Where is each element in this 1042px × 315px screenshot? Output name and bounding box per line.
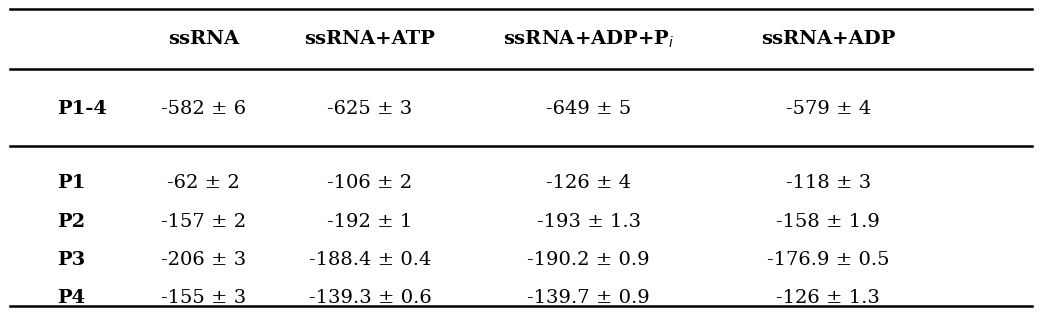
Text: -206 ± 3: -206 ± 3 [160,251,246,269]
Text: -126 ± 1.3: -126 ± 1.3 [776,289,880,307]
Text: P4: P4 [57,289,85,307]
Text: -118 ± 3: -118 ± 3 [786,174,871,192]
Text: -157 ± 2: -157 ± 2 [160,213,246,231]
Text: -62 ± 2: -62 ± 2 [167,174,240,192]
Text: ssRNA+ADP: ssRNA+ADP [762,30,895,49]
Text: -625 ± 3: -625 ± 3 [327,100,413,118]
Text: -176.9 ± 0.5: -176.9 ± 0.5 [767,251,890,269]
Text: -158 ± 1.9: -158 ± 1.9 [776,213,880,231]
Text: ssRNA: ssRNA [168,30,239,49]
Text: -139.3 ± 0.6: -139.3 ± 0.6 [308,289,431,307]
Text: -106 ± 2: -106 ± 2 [327,174,413,192]
Text: P2: P2 [57,213,85,231]
Text: ssRNA+ATP: ssRNA+ATP [304,30,436,49]
Text: P3: P3 [57,251,85,269]
Text: -190.2 ± 0.9: -190.2 ± 0.9 [527,251,650,269]
Text: P1-4: P1-4 [57,100,107,118]
Text: -139.7 ± 0.9: -139.7 ± 0.9 [527,289,650,307]
Text: -579 ± 4: -579 ± 4 [786,100,871,118]
Text: -649 ± 5: -649 ± 5 [546,100,631,118]
Text: ssRNA+ADP+P$_i$: ssRNA+ADP+P$_i$ [503,29,674,50]
Text: -188.4 ± 0.4: -188.4 ± 0.4 [308,251,431,269]
Text: -193 ± 1.3: -193 ± 1.3 [537,213,641,231]
Text: -582 ± 6: -582 ± 6 [160,100,246,118]
Text: P1: P1 [57,174,85,192]
Text: -155 ± 3: -155 ± 3 [160,289,246,307]
Text: -192 ± 1: -192 ± 1 [327,213,413,231]
Text: -126 ± 4: -126 ± 4 [546,174,631,192]
